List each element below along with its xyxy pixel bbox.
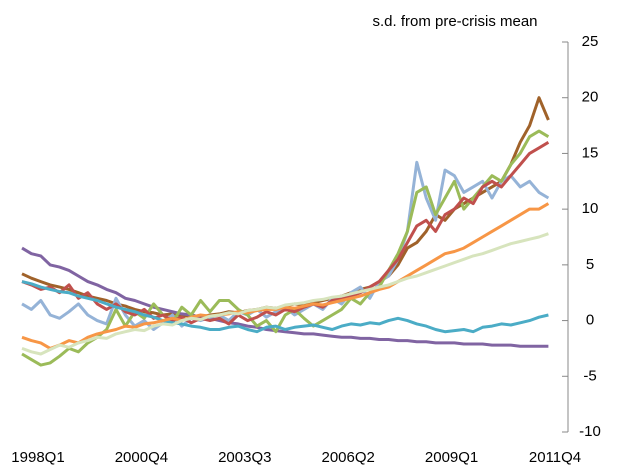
series-line — [21, 246, 549, 348]
x-tick-label: 2011Q4 — [529, 449, 581, 466]
axis-title: s.d. from pre-crisis mean — [372, 13, 537, 30]
series-line — [21, 202, 550, 350]
y-tick-label: -5 — [583, 367, 596, 384]
y-tick-label: 10 — [582, 200, 599, 217]
series-line — [21, 141, 550, 326]
y-tick-label: 25 — [582, 33, 599, 50]
x-tick-label: 2003Q3 — [218, 449, 271, 466]
y-tick-label: 15 — [582, 144, 599, 161]
x-tick-label: 2000Q4 — [115, 449, 168, 466]
y-tick-label: 20 — [582, 89, 599, 106]
x-tick-label: 1998Q1 — [11, 449, 64, 466]
x-tick-label: 2009Q1 — [425, 449, 478, 466]
series-line — [21, 232, 549, 356]
series-line — [21, 96, 550, 319]
y-tick-label: 5 — [586, 256, 594, 273]
y-tick-label: -10 — [579, 423, 601, 440]
series-line — [21, 280, 549, 334]
y-tick-label: 0 — [586, 312, 594, 329]
x-tick-label: 2006Q2 — [322, 449, 375, 466]
